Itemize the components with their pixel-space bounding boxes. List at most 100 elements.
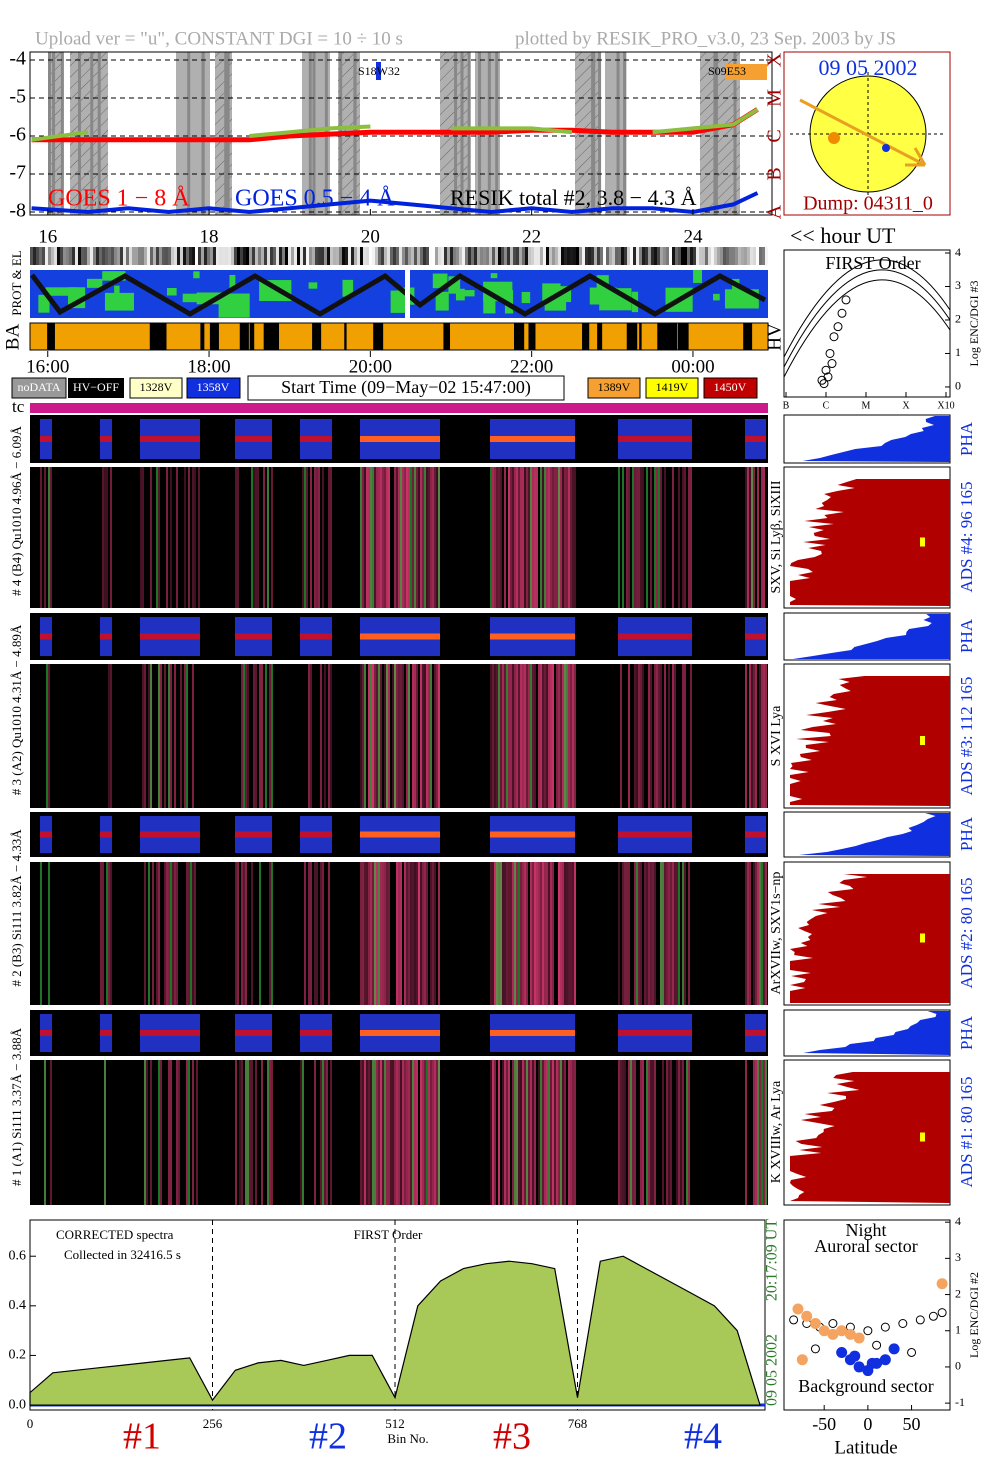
spectrogram-stripe <box>158 664 160 808</box>
spectrogram-stripe <box>360 664 362 808</box>
spectrogram-stripe <box>247 664 249 808</box>
pha-peak <box>490 831 575 838</box>
prot-label: PROT & EL <box>9 250 24 316</box>
spectrogram-stripe <box>374 664 376 808</box>
el-strip <box>453 247 456 265</box>
el-strip <box>606 247 609 265</box>
spectrogram-stripe <box>245 1060 247 1205</box>
spectrogram-stripe <box>564 664 566 808</box>
spectrogram-stripe <box>572 467 574 608</box>
ba-label: BA <box>2 324 23 351</box>
sun-spot <box>828 132 840 144</box>
spectrogram-stripe <box>46 664 48 808</box>
el-strip <box>66 247 69 265</box>
el-strip <box>75 247 78 265</box>
spectrogram-stripe <box>378 467 380 608</box>
el-strip <box>111 247 114 265</box>
spectrogram-stripe <box>362 862 364 1005</box>
el-strip <box>372 247 375 265</box>
spectrogram-stripe <box>572 664 574 808</box>
spectrogram-stripe <box>406 467 408 608</box>
spectrogram-stripe <box>172 862 174 1005</box>
spectrogram-stripe <box>396 1060 398 1205</box>
spectrogram-stripe <box>626 862 628 1005</box>
orbit-track <box>30 272 767 317</box>
spectrogram-stripe <box>235 1060 237 1205</box>
spectrogram-panel <box>30 664 768 808</box>
spectrogram-stripe <box>422 664 424 808</box>
scatter-point <box>828 1319 838 1329</box>
prot-gap <box>405 270 410 318</box>
el-strip <box>705 247 708 265</box>
spectrogram-stripe <box>255 467 257 608</box>
timestamp-time: 20:17:09 UT <box>764 1219 781 1301</box>
spectrogram-stripe <box>376 862 378 1005</box>
prot-patch <box>166 287 177 296</box>
el-strip <box>276 247 279 265</box>
el-strip <box>747 247 750 265</box>
el-strip <box>408 247 411 265</box>
ba-gap <box>582 323 590 350</box>
el-strip <box>171 247 174 265</box>
spectrogram-stripe <box>506 664 508 808</box>
spectrogram-stripe <box>532 862 534 1005</box>
spectrogram-stripe <box>546 467 548 608</box>
sun-spot <box>882 144 890 152</box>
el-strip <box>369 247 372 265</box>
spectrogram-stripe <box>546 664 548 808</box>
spectrogram-stripe <box>524 467 526 608</box>
pha-histogram <box>803 1011 950 1055</box>
spectrogram-stripe <box>490 664 492 808</box>
el-strip <box>48 247 51 265</box>
spectrogram-stripe <box>362 467 364 608</box>
spectrogram-stripe <box>271 1060 273 1205</box>
spectrogram-stripe <box>668 664 670 808</box>
spectrogram-stripe <box>494 467 496 608</box>
pha-peak <box>140 1030 200 1036</box>
time-tick-label: 20:00 <box>349 356 392 377</box>
el-strip <box>525 247 528 265</box>
scatter-point <box>841 295 851 305</box>
spectrogram-stripe <box>654 664 656 808</box>
prot-patch <box>218 293 250 318</box>
el-strip <box>615 247 618 265</box>
x-tick-label: 768 <box>568 1416 588 1431</box>
el-strip <box>267 247 270 265</box>
y-tick-label: -4 <box>9 48 26 70</box>
spectrogram-stripe <box>504 664 506 808</box>
spectrogram-stripe <box>542 862 544 1005</box>
spectrogram-stripe <box>570 664 572 808</box>
spectrogram-stripe <box>104 467 106 608</box>
prot-patch <box>455 288 465 301</box>
spectrogram-stripe <box>186 862 188 1005</box>
scatter-point <box>863 1326 873 1336</box>
spectrogram-stripe <box>528 467 530 608</box>
spectrogram-stripe <box>520 862 522 1005</box>
spectrogram-stripe <box>530 1060 532 1205</box>
spectrogram-stripe <box>424 862 426 1005</box>
el-strip <box>228 247 231 265</box>
el-strip <box>222 247 225 265</box>
spectrogram-stripe <box>528 664 530 808</box>
ads-marker <box>920 736 925 745</box>
el-strip <box>384 247 387 265</box>
x-tick-label: -50 <box>812 1414 836 1434</box>
pha-peak <box>235 831 272 838</box>
spectrogram-stripe <box>502 1060 504 1205</box>
spectrogram-stripe <box>398 467 400 608</box>
spectrogram-stripe <box>259 664 261 808</box>
scatter-point <box>789 1315 799 1325</box>
spectrogram-stripe <box>110 467 112 608</box>
spectrogram-stripe <box>402 664 404 808</box>
el-strip <box>195 247 198 265</box>
el-strip <box>465 247 468 265</box>
spectrogram-stripe <box>388 467 390 608</box>
spectrogram-stripe <box>198 467 200 608</box>
spectrogram-stripe <box>524 862 526 1005</box>
spectrogram-stripe <box>170 664 172 808</box>
spectrogram-stripe <box>562 664 564 808</box>
prot-patch <box>693 270 703 283</box>
el-strip <box>306 247 309 265</box>
el-strip <box>231 247 234 265</box>
el-strip <box>57 247 60 265</box>
